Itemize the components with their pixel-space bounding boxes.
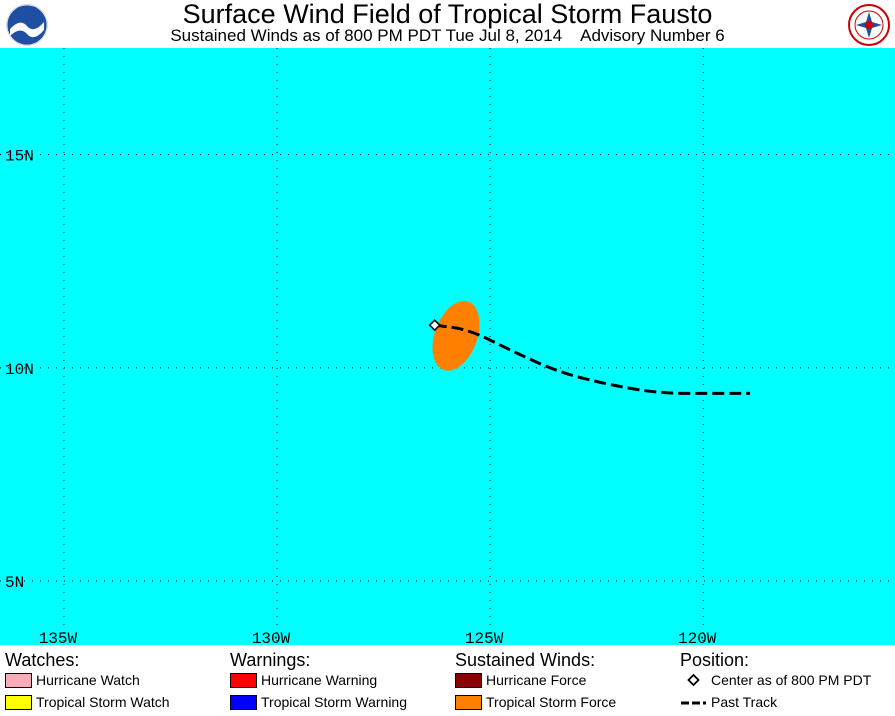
legend-hurricane-force-label: Hurricane Force (486, 672, 587, 688)
longitude-label: 135W (39, 630, 78, 645)
longitude-label: 120W (678, 630, 717, 645)
tropical-storm-watch-swatch (5, 695, 32, 710)
tropical-storm-force-wind-area (432, 301, 480, 371)
latitude-label: 10N (5, 361, 34, 379)
page-title: Surface Wind Field of Tropical Storm Fau… (182, 0, 713, 29)
legend-warnings-heading: Warnings: (230, 650, 311, 670)
storm-center-diamond-icon (428, 319, 441, 332)
hurricane-warning-swatch (230, 673, 257, 688)
legend-hurricane-force: Hurricane Force (455, 672, 586, 688)
legend-center-label: Center as of 800 PM PDT (711, 672, 872, 688)
longitude-label: 125W (465, 630, 504, 645)
legend-winds-heading: Sustained Winds: (455, 650, 596, 670)
header: Surface Wind Field of Tropical Storm Fau… (0, 0, 895, 48)
latitude-label: 15N (5, 148, 34, 166)
nws-logo (848, 4, 890, 46)
legend-hurricane-watch-label: Hurricane Watch (36, 672, 140, 688)
legend-past-track-label: Past Track (711, 694, 778, 710)
map: 15N 10N 5N 135W 130W 125W 120W (0, 48, 895, 645)
legend-position-heading: Position: (680, 650, 750, 670)
legend-hurricane-watch: Hurricane Watch (5, 672, 140, 688)
legend-tropical-storm-watch-label: Tropical Storm Watch (36, 694, 170, 710)
latitude-label: 5N (5, 574, 24, 592)
legend-tropical-storm-warning-label: Tropical Storm Warning (261, 694, 408, 710)
legend-hurricane-warning-label: Hurricane Warning (261, 672, 378, 688)
diamond-icon (687, 673, 700, 687)
coordinate-labels: 15N 10N 5N 135W 130W 125W 120W (5, 148, 717, 645)
legend-tropical-storm-warning: Tropical Storm Warning (230, 694, 407, 710)
legend-watches-heading: Watches: (5, 650, 80, 670)
hurricane-force-swatch (455, 673, 482, 688)
legend-hurricane-warning: Hurricane Warning (230, 672, 377, 688)
page-subtitle: Sustained Winds as of 800 PM PDT Tue Jul… (170, 26, 725, 45)
legend-past-track: Past Track (680, 694, 777, 710)
legend-tropical-storm-force-label: Tropical Storm Force (486, 694, 617, 710)
tropical-storm-warning-swatch (230, 695, 257, 710)
longitude-label: 130W (252, 630, 291, 645)
noaa-logo (6, 4, 48, 46)
legend-center: Center as of 800 PM PDT (680, 672, 871, 688)
legend-tropical-storm-force: Tropical Storm Force (455, 694, 616, 710)
dashed-line-icon (681, 701, 706, 705)
past-track-line (434, 323, 751, 395)
tropical-storm-force-swatch (455, 695, 482, 710)
legend-tropical-storm-watch: Tropical Storm Watch (5, 694, 170, 710)
map-canvas: 15N 10N 5N 135W 130W 125W 120W (0, 48, 895, 645)
hurricane-watch-swatch (5, 673, 32, 688)
legend: Watches: Hurricane Watch Tropical Storm … (0, 645, 895, 716)
